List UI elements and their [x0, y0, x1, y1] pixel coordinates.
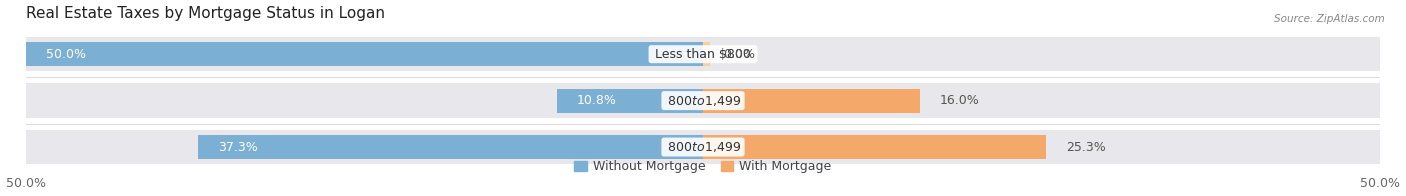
Bar [25, 83, 1381, 118]
Text: 50.0%: 50.0% [46, 48, 86, 61]
Bar [25, 130, 1381, 164]
Text: Real Estate Taxes by Mortgage Status in Logan: Real Estate Taxes by Mortgage Status in … [25, 5, 385, 21]
Bar [198, 135, 703, 159]
Text: 25.3%: 25.3% [1066, 141, 1107, 153]
Text: Less than $800: Less than $800 [651, 48, 755, 61]
Bar [25, 42, 703, 66]
Text: 16.0%: 16.0% [941, 94, 980, 107]
Text: 37.3%: 37.3% [218, 141, 257, 153]
Bar [703, 42, 710, 66]
Bar [703, 89, 920, 113]
Text: 10.8%: 10.8% [576, 94, 617, 107]
Legend: Without Mortgage, With Mortgage: Without Mortgage, With Mortgage [569, 155, 837, 178]
Text: 0.0%: 0.0% [723, 48, 755, 61]
Bar [25, 37, 1381, 71]
Bar [557, 89, 703, 113]
Text: $800 to $1,499: $800 to $1,499 [664, 94, 742, 108]
Bar [703, 135, 1046, 159]
Text: Source: ZipAtlas.com: Source: ZipAtlas.com [1274, 14, 1385, 24]
Text: $800 to $1,499: $800 to $1,499 [664, 140, 742, 154]
